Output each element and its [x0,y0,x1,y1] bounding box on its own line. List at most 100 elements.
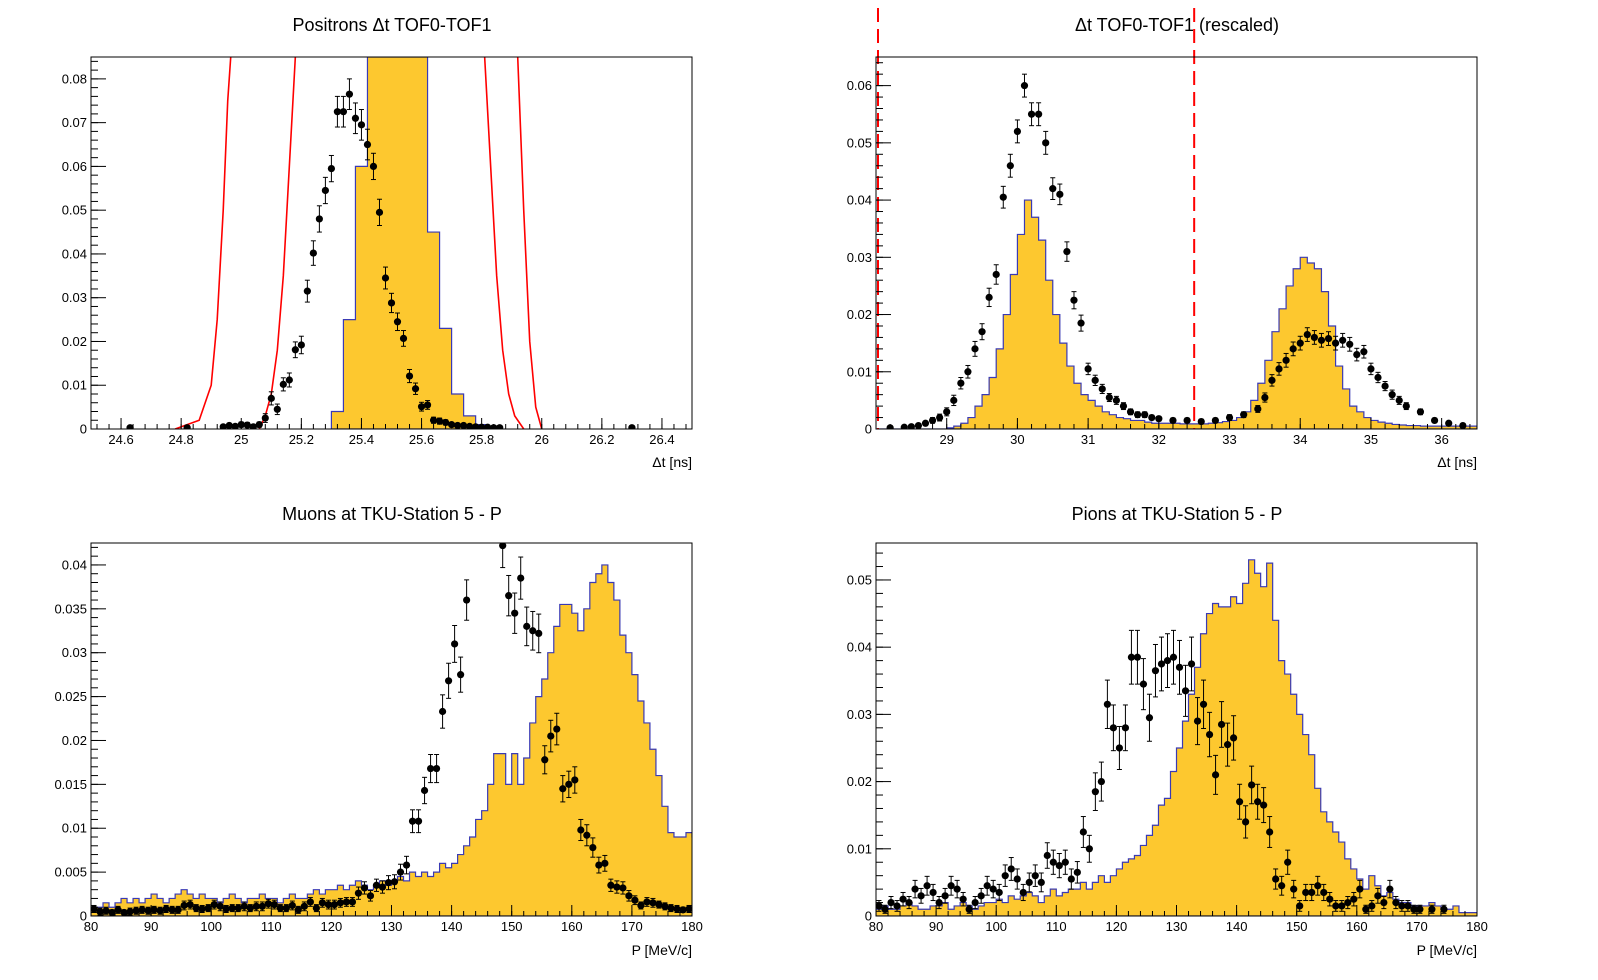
positrons-dt-data-point [303,279,311,303]
pions-momentum-data-point [1338,900,1346,912]
muons-momentum-data-point [565,770,573,799]
muons-momentum-data-point [162,904,170,913]
muons-momentum-xtick-label: 140 [441,919,463,934]
muons-momentum-data-point [312,904,320,913]
rescaled-dt-data-point [1310,330,1318,345]
positrons-dt-data-point [411,382,420,395]
rescaled-dt-xtick-label: 29 [939,432,953,447]
positrons-dt-ytick-label: 0.08 [62,71,87,86]
muons-momentum-data-point [571,766,579,794]
positrons-dt-data-point [429,416,438,424]
rescaled-dt-data-point [1091,374,1099,387]
pions-momentum-data-point [983,875,991,896]
muons-momentum-data-point [595,856,603,874]
pions-momentum-ytick-label: 0.03 [847,707,872,722]
positrons-dt-data-point [333,95,342,128]
pions-momentum-data-point [1109,704,1117,752]
rescaled-dt-data-point [1134,411,1142,419]
positrons-dt-xtick-label: 25.6 [409,432,434,447]
pions-momentum-ytick-label: 0.01 [847,841,872,856]
muons-momentum-xtick-label: 90 [144,919,158,934]
muons-momentum-data-point [276,904,284,913]
pions-momentum-xtick-label: 80 [869,919,883,934]
pions-momentum-data-point [1205,711,1214,758]
rescaled-dt-data-point [1049,177,1057,201]
positrons-dt-xtick-label: 24.8 [168,432,193,447]
rescaled-dt-histogram [876,199,1477,429]
muons-momentum-data-point [378,880,387,894]
muons-momentum-data-point [408,809,417,834]
rescaled-dt-plot-area [876,73,1477,429]
pions-momentum-data-point [977,887,985,904]
muons-momentum-data-point [354,886,363,900]
muons-momentum-data-point [258,901,266,912]
positrons-dt-xtick-label: 25.4 [349,432,374,447]
positrons-dt-ytick-label: 0.03 [62,290,87,305]
pions-momentum-data-point [1410,904,1418,914]
pions-momentum-data-point [1013,868,1021,890]
positrons-dt-data-point [279,377,287,392]
pions-momentum-plot-area [876,559,1477,916]
muons-momentum-data-point [517,556,525,600]
pions-momentum-data-point [1236,783,1244,820]
rescaled-dt-data-point [943,407,951,417]
muons-momentum-data-point [637,901,645,910]
rescaled-dt-data-point [1268,374,1276,387]
muons-momentum-data-point [402,855,411,875]
rescaled-dt-data-point [1063,241,1071,262]
pions-momentum-xtick-label: 140 [1226,919,1248,934]
pions-momentum-data-point [929,883,937,902]
rescaled-dt-data-point [1275,362,1283,376]
muons-momentum-data-point [414,809,423,834]
rescaled-dt-data-point [1042,130,1050,155]
positrons-dt-data-point [327,154,335,183]
muons-momentum-xtick-label: 100 [200,919,222,934]
muons-momentum-ytick-label: 0.005 [54,865,87,880]
pions-momentum-data-point [1001,864,1009,887]
rescaled-dt-xtick-label: 35 [1364,432,1378,447]
rescaled-dt-data-point [1254,405,1262,413]
rescaled-dt-data-point [1225,413,1234,422]
muons-momentum-data-point [150,905,158,914]
muons-momentum-data-point [655,900,663,909]
pions-momentum-data-point [1416,904,1424,914]
pions-momentum-data-point [1254,783,1262,820]
rescaled-dt-data-point [1084,362,1092,376]
muons-momentum-data-point [426,754,435,784]
positrons-dt-data-point [375,198,384,226]
pions-momentum-data-point [917,887,925,904]
pions-momentum-data-point [1115,725,1124,770]
pions-momentum-data-point [1272,868,1280,890]
muons-momentum-data-point [252,901,260,912]
muons-momentum-ytick-label: 0.01 [62,821,87,836]
rescaled-dt-data-point [1070,291,1078,310]
muons-momentum-data-point [463,579,471,621]
muons-momentum-data-point [192,904,200,913]
rescaled-dt-ytick-label: 0.02 [847,307,872,322]
pions-momentum-data-point [971,896,979,910]
pions-momentum-data-point [1151,643,1160,698]
pions-momentum-data-point [1374,887,1382,904]
muons-momentum-ytick-label: 0.015 [54,777,87,792]
rescaled-dt-data-point [1317,332,1326,348]
positrons-dt-data-point [273,403,281,416]
rescaled-dt-xtick-label: 36 [1434,432,1448,447]
positrons-dt-ytick-label: 0.01 [62,378,87,393]
pions-momentum-data-point [1133,629,1142,685]
rescaled-dt-data-point [936,413,944,422]
muons-momentum-data-point [174,905,182,914]
positrons-dt-plot-area [126,57,636,429]
muons-momentum-data-point [330,899,339,910]
positrons-dt-ytick-label: 0.07 [62,115,87,130]
pions-momentum-data-point [1049,849,1057,875]
rescaled-dt-data-point [1261,392,1269,403]
muons-momentum-data-point [457,656,465,693]
muons-momentum-data-point [360,881,369,895]
positrons-dt-data-point [297,335,305,355]
rescaled-dt-data-point [1416,408,1425,416]
positrons-dt-xtick-label: 26 [535,432,549,447]
rescaled-dt-data-point [1077,314,1085,332]
positrons-dt-data-point [369,152,378,181]
muons-momentum-data-point [186,899,194,910]
rescaled-dt-xtick-label: 33 [1222,432,1236,447]
